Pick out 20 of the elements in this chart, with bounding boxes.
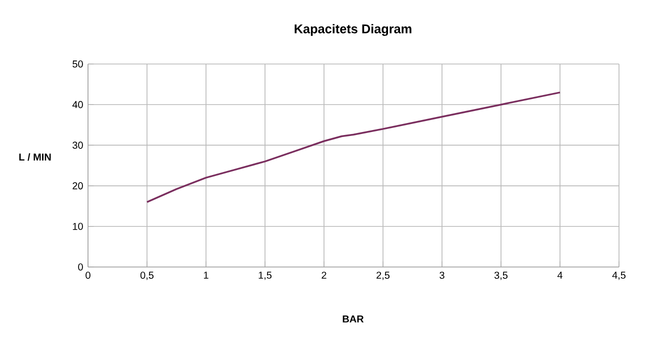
x-tick-label: 3 <box>440 272 444 279</box>
chart-title: Kapacitets Diagram <box>294 24 412 36</box>
x-tick-label: 1 <box>204 272 208 279</box>
x-tick-label: 3,5 <box>494 272 508 280</box>
y-tick-label: 0 <box>78 263 83 271</box>
x-tick-label: 0,5 <box>140 272 154 280</box>
y-tick-label: 20 <box>72 182 83 190</box>
y-tick-label: 10 <box>72 222 83 230</box>
y-tick-label: 40 <box>72 101 83 108</box>
y-tick-label: 30 <box>72 142 83 149</box>
x-axis-title: BAR <box>342 316 364 322</box>
x-tick-label: 1,5 <box>258 272 272 280</box>
x-tick-label: 2,5 <box>376 272 390 280</box>
x-tick-label: 2 <box>322 272 326 279</box>
line-series <box>146 92 561 203</box>
y-axis-title: L / MIN <box>19 153 51 161</box>
y-tick-label: 50 <box>72 60 83 68</box>
x-tick-label: 4 <box>557 272 562 279</box>
x-tick-label: 4,5 <box>612 272 626 280</box>
x-tick-label: 0 <box>86 272 90 279</box>
